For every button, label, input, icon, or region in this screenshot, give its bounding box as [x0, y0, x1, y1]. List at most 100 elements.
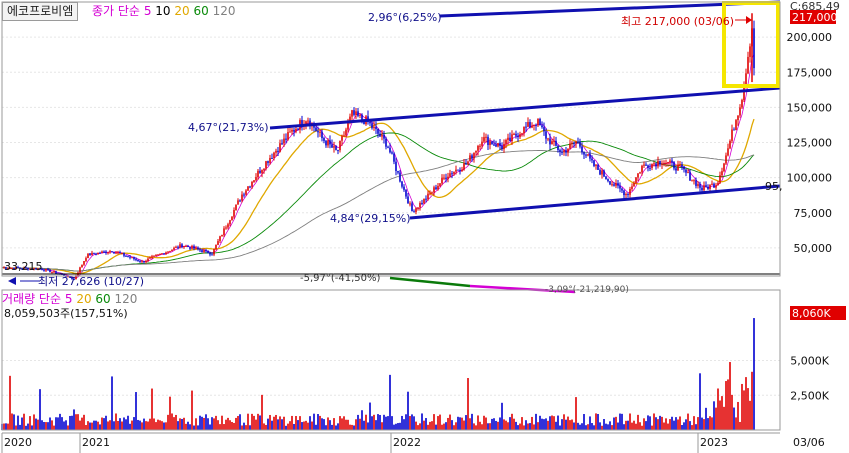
volume-bar	[315, 424, 317, 430]
volume-bar	[59, 413, 61, 430]
candle-body	[235, 204, 237, 211]
candle-body	[309, 120, 311, 127]
candle-body	[195, 247, 197, 249]
candle-body	[597, 164, 599, 170]
candle-body	[551, 141, 553, 145]
volume-bar	[475, 425, 477, 430]
volume-bar	[357, 414, 359, 430]
volume-bar	[707, 418, 709, 430]
volume-bar	[593, 425, 595, 430]
volume-bar	[85, 425, 87, 430]
time-label: 03/06	[793, 436, 825, 449]
candle-body	[713, 183, 715, 188]
volume-bar	[429, 421, 431, 430]
volume-bar	[209, 424, 211, 430]
volume-bar	[691, 425, 693, 430]
candle-body	[161, 253, 163, 255]
volume-bar	[659, 415, 661, 430]
volume-bar	[21, 417, 23, 430]
candle-body	[297, 128, 299, 130]
volume-bar	[439, 414, 441, 430]
candle-body	[685, 169, 687, 173]
candle-body	[729, 140, 731, 149]
volume-bar	[415, 421, 417, 430]
volume-bar	[29, 416, 31, 430]
candle-body	[275, 150, 277, 153]
candle-body	[11, 267, 13, 269]
volume-bar	[251, 413, 253, 430]
volume-bar	[553, 416, 555, 430]
volume-bar	[639, 422, 641, 430]
volume-bar	[719, 400, 721, 430]
candle-body	[33, 268, 35, 270]
volume-bar	[215, 415, 217, 430]
volume-bar	[127, 415, 129, 430]
volume-bar	[385, 416, 387, 430]
volume-bar	[161, 421, 163, 430]
volume-bar	[397, 423, 399, 430]
volume-bar	[139, 420, 141, 430]
candle-body	[603, 170, 605, 177]
volume-bar	[735, 417, 737, 430]
candle-body	[563, 150, 565, 152]
volume-bar	[575, 397, 577, 430]
volume-bar	[711, 417, 713, 430]
volume-bar	[477, 415, 479, 430]
volume-bar	[445, 422, 447, 430]
candle-body	[339, 140, 341, 151]
candle-body	[749, 46, 751, 57]
volume-bar	[731, 394, 733, 430]
volume-bar	[411, 414, 413, 430]
candle-body	[301, 120, 303, 126]
volume-bar	[677, 419, 679, 430]
volume-bar	[45, 422, 47, 430]
volume-bar	[435, 424, 437, 430]
candle-body	[731, 129, 733, 141]
volume-bar	[239, 414, 241, 430]
volume-bar	[695, 424, 697, 430]
candle-body	[215, 244, 217, 249]
candle-body	[121, 253, 123, 255]
candle-body	[659, 160, 661, 165]
volume-bar	[97, 421, 99, 430]
candle-body	[465, 163, 467, 165]
volume-bar	[501, 402, 503, 430]
candle-body	[709, 184, 711, 189]
volume-bar	[671, 416, 673, 430]
volume-bar	[255, 419, 257, 430]
price-indicator[interactable]: 종가 단순 5 10 20 60 120	[92, 2, 236, 21]
candle-body	[239, 200, 241, 202]
candle-body	[517, 135, 519, 138]
volume-bar	[233, 422, 235, 430]
candle-body	[19, 267, 21, 269]
volume-indicator[interactable]: 거래량 단순 5 20 60 120	[2, 292, 137, 306]
candle-body	[489, 141, 491, 146]
volume-bar	[715, 407, 717, 430]
volume-bar	[643, 418, 645, 430]
volume-bar	[237, 416, 239, 430]
volume-bar	[663, 422, 665, 430]
volume-bar	[689, 421, 691, 430]
candle-body	[3, 267, 5, 269]
candle-body	[43, 269, 45, 271]
candle-body	[319, 131, 321, 133]
volume-bar	[423, 420, 425, 430]
candle-body	[521, 133, 523, 135]
candle-body	[503, 143, 505, 150]
ma-period-5: 5	[143, 4, 152, 18]
candle-body	[53, 271, 55, 273]
stock-name[interactable]: 에코프로비엠	[2, 2, 79, 21]
candle-body	[27, 268, 29, 270]
volume-bar	[371, 416, 373, 430]
volume-bar	[197, 425, 199, 430]
candle-body	[389, 147, 391, 153]
price-candles	[3, 13, 755, 281]
volume-bar	[629, 413, 631, 430]
candle-body	[117, 252, 119, 254]
volume-bar	[195, 418, 197, 430]
candle-body	[657, 160, 659, 167]
volume-bar	[93, 420, 95, 430]
volume-bar	[413, 416, 415, 430]
highlight-box	[722, 1, 780, 88]
volume-bar	[647, 415, 649, 430]
